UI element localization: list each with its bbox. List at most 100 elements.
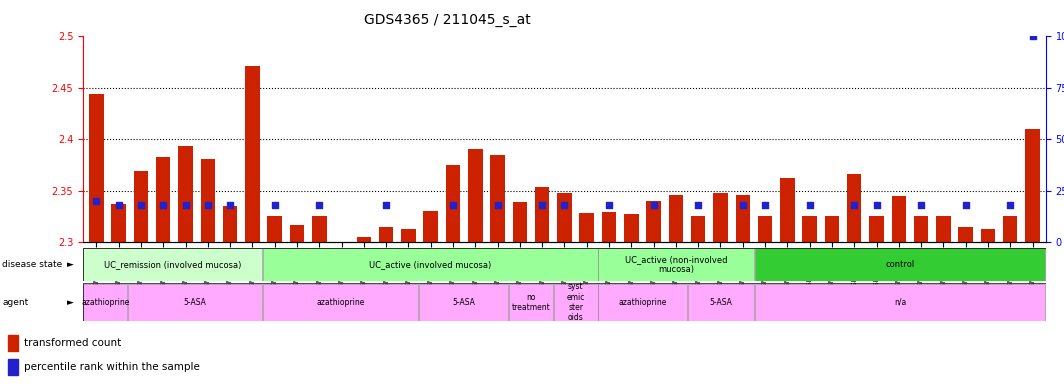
Text: ►: ►	[67, 260, 73, 269]
Bar	[892, 196, 907, 242]
Bar	[869, 216, 884, 242]
Point	[88, 198, 105, 204]
Bar	[289, 225, 304, 242]
Text: disease state: disease state	[2, 260, 63, 269]
Point	[801, 202, 818, 208]
Bar	[602, 212, 616, 242]
Bar	[201, 159, 215, 242]
Text: 5-ASA: 5-ASA	[710, 298, 733, 307]
Point	[199, 202, 216, 208]
Bar	[688, 284, 754, 321]
Point	[132, 202, 149, 208]
Point	[868, 202, 885, 208]
Bar	[7, 359, 18, 375]
Bar	[755, 248, 1046, 281]
Point	[311, 202, 328, 208]
Bar	[468, 149, 483, 242]
Bar	[419, 284, 508, 321]
Bar	[83, 284, 128, 321]
Text: 5-ASA: 5-ASA	[452, 298, 476, 307]
Point	[445, 202, 462, 208]
Bar	[847, 174, 862, 242]
Bar	[423, 211, 438, 242]
Bar	[156, 157, 170, 242]
Point	[266, 202, 283, 208]
Point	[645, 202, 662, 208]
Point	[177, 202, 194, 208]
Text: no
treatment: no treatment	[512, 293, 550, 312]
Text: agent: agent	[2, 298, 29, 307]
Bar	[513, 202, 527, 242]
Text: azathioprine: azathioprine	[618, 298, 667, 307]
Point	[378, 202, 395, 208]
Bar	[914, 216, 928, 242]
Bar	[356, 237, 371, 242]
Bar	[598, 248, 754, 281]
Point	[111, 202, 128, 208]
Bar	[179, 146, 193, 242]
Bar	[245, 66, 260, 242]
Bar	[553, 284, 598, 321]
Bar	[755, 284, 1046, 321]
Text: 5-ASA: 5-ASA	[183, 298, 206, 307]
Bar	[780, 178, 795, 242]
Bar	[312, 216, 327, 242]
Text: GDS4365 / 211045_s_at: GDS4365 / 211045_s_at	[364, 13, 530, 27]
Point	[689, 202, 706, 208]
Bar	[222, 206, 237, 242]
Bar	[83, 248, 262, 281]
Bar	[625, 214, 638, 242]
Bar	[558, 193, 571, 242]
Point	[600, 202, 617, 208]
Point	[734, 202, 751, 208]
Point	[221, 202, 238, 208]
Bar	[825, 216, 839, 242]
Bar	[936, 216, 950, 242]
Bar	[129, 284, 262, 321]
Bar	[1026, 129, 1040, 242]
Bar	[7, 335, 18, 351]
Point	[846, 202, 863, 208]
Bar	[267, 216, 282, 242]
Bar	[535, 187, 549, 242]
Text: transformed count: transformed count	[23, 338, 121, 348]
Text: syst
emic
ster
oids: syst emic ster oids	[566, 282, 585, 322]
Bar	[691, 216, 705, 242]
Bar	[668, 195, 683, 242]
Bar	[491, 155, 504, 242]
Point	[958, 202, 975, 208]
Bar	[802, 216, 817, 242]
Bar	[713, 193, 728, 242]
Bar	[1003, 216, 1017, 242]
Point	[1001, 202, 1018, 208]
Text: percentile rank within the sample: percentile rank within the sample	[23, 362, 199, 372]
Bar	[580, 213, 594, 242]
Bar	[981, 228, 995, 242]
Bar	[959, 227, 972, 242]
Bar	[112, 204, 126, 242]
Bar	[758, 216, 772, 242]
Point	[1024, 33, 1041, 40]
Bar	[134, 171, 148, 242]
Point	[913, 202, 930, 208]
Bar	[401, 228, 416, 242]
Bar	[735, 195, 750, 242]
Bar	[646, 201, 661, 242]
Point	[534, 202, 551, 208]
Bar	[446, 165, 461, 242]
Point	[555, 202, 572, 208]
Point	[757, 202, 774, 208]
Text: UC_remission (involved mucosa): UC_remission (involved mucosa)	[104, 260, 242, 269]
Text: control: control	[885, 260, 915, 269]
Bar	[263, 284, 418, 321]
Point	[154, 202, 171, 208]
Bar	[598, 284, 687, 321]
Bar	[263, 248, 598, 281]
Bar	[509, 284, 553, 321]
Text: azathioprine: azathioprine	[81, 298, 130, 307]
Text: ►: ►	[67, 298, 73, 307]
Text: UC_active (non-involved
mucosa): UC_active (non-involved mucosa)	[626, 255, 728, 274]
Text: azathioprine: azathioprine	[316, 298, 365, 307]
Bar	[89, 94, 103, 242]
Point	[489, 202, 506, 208]
